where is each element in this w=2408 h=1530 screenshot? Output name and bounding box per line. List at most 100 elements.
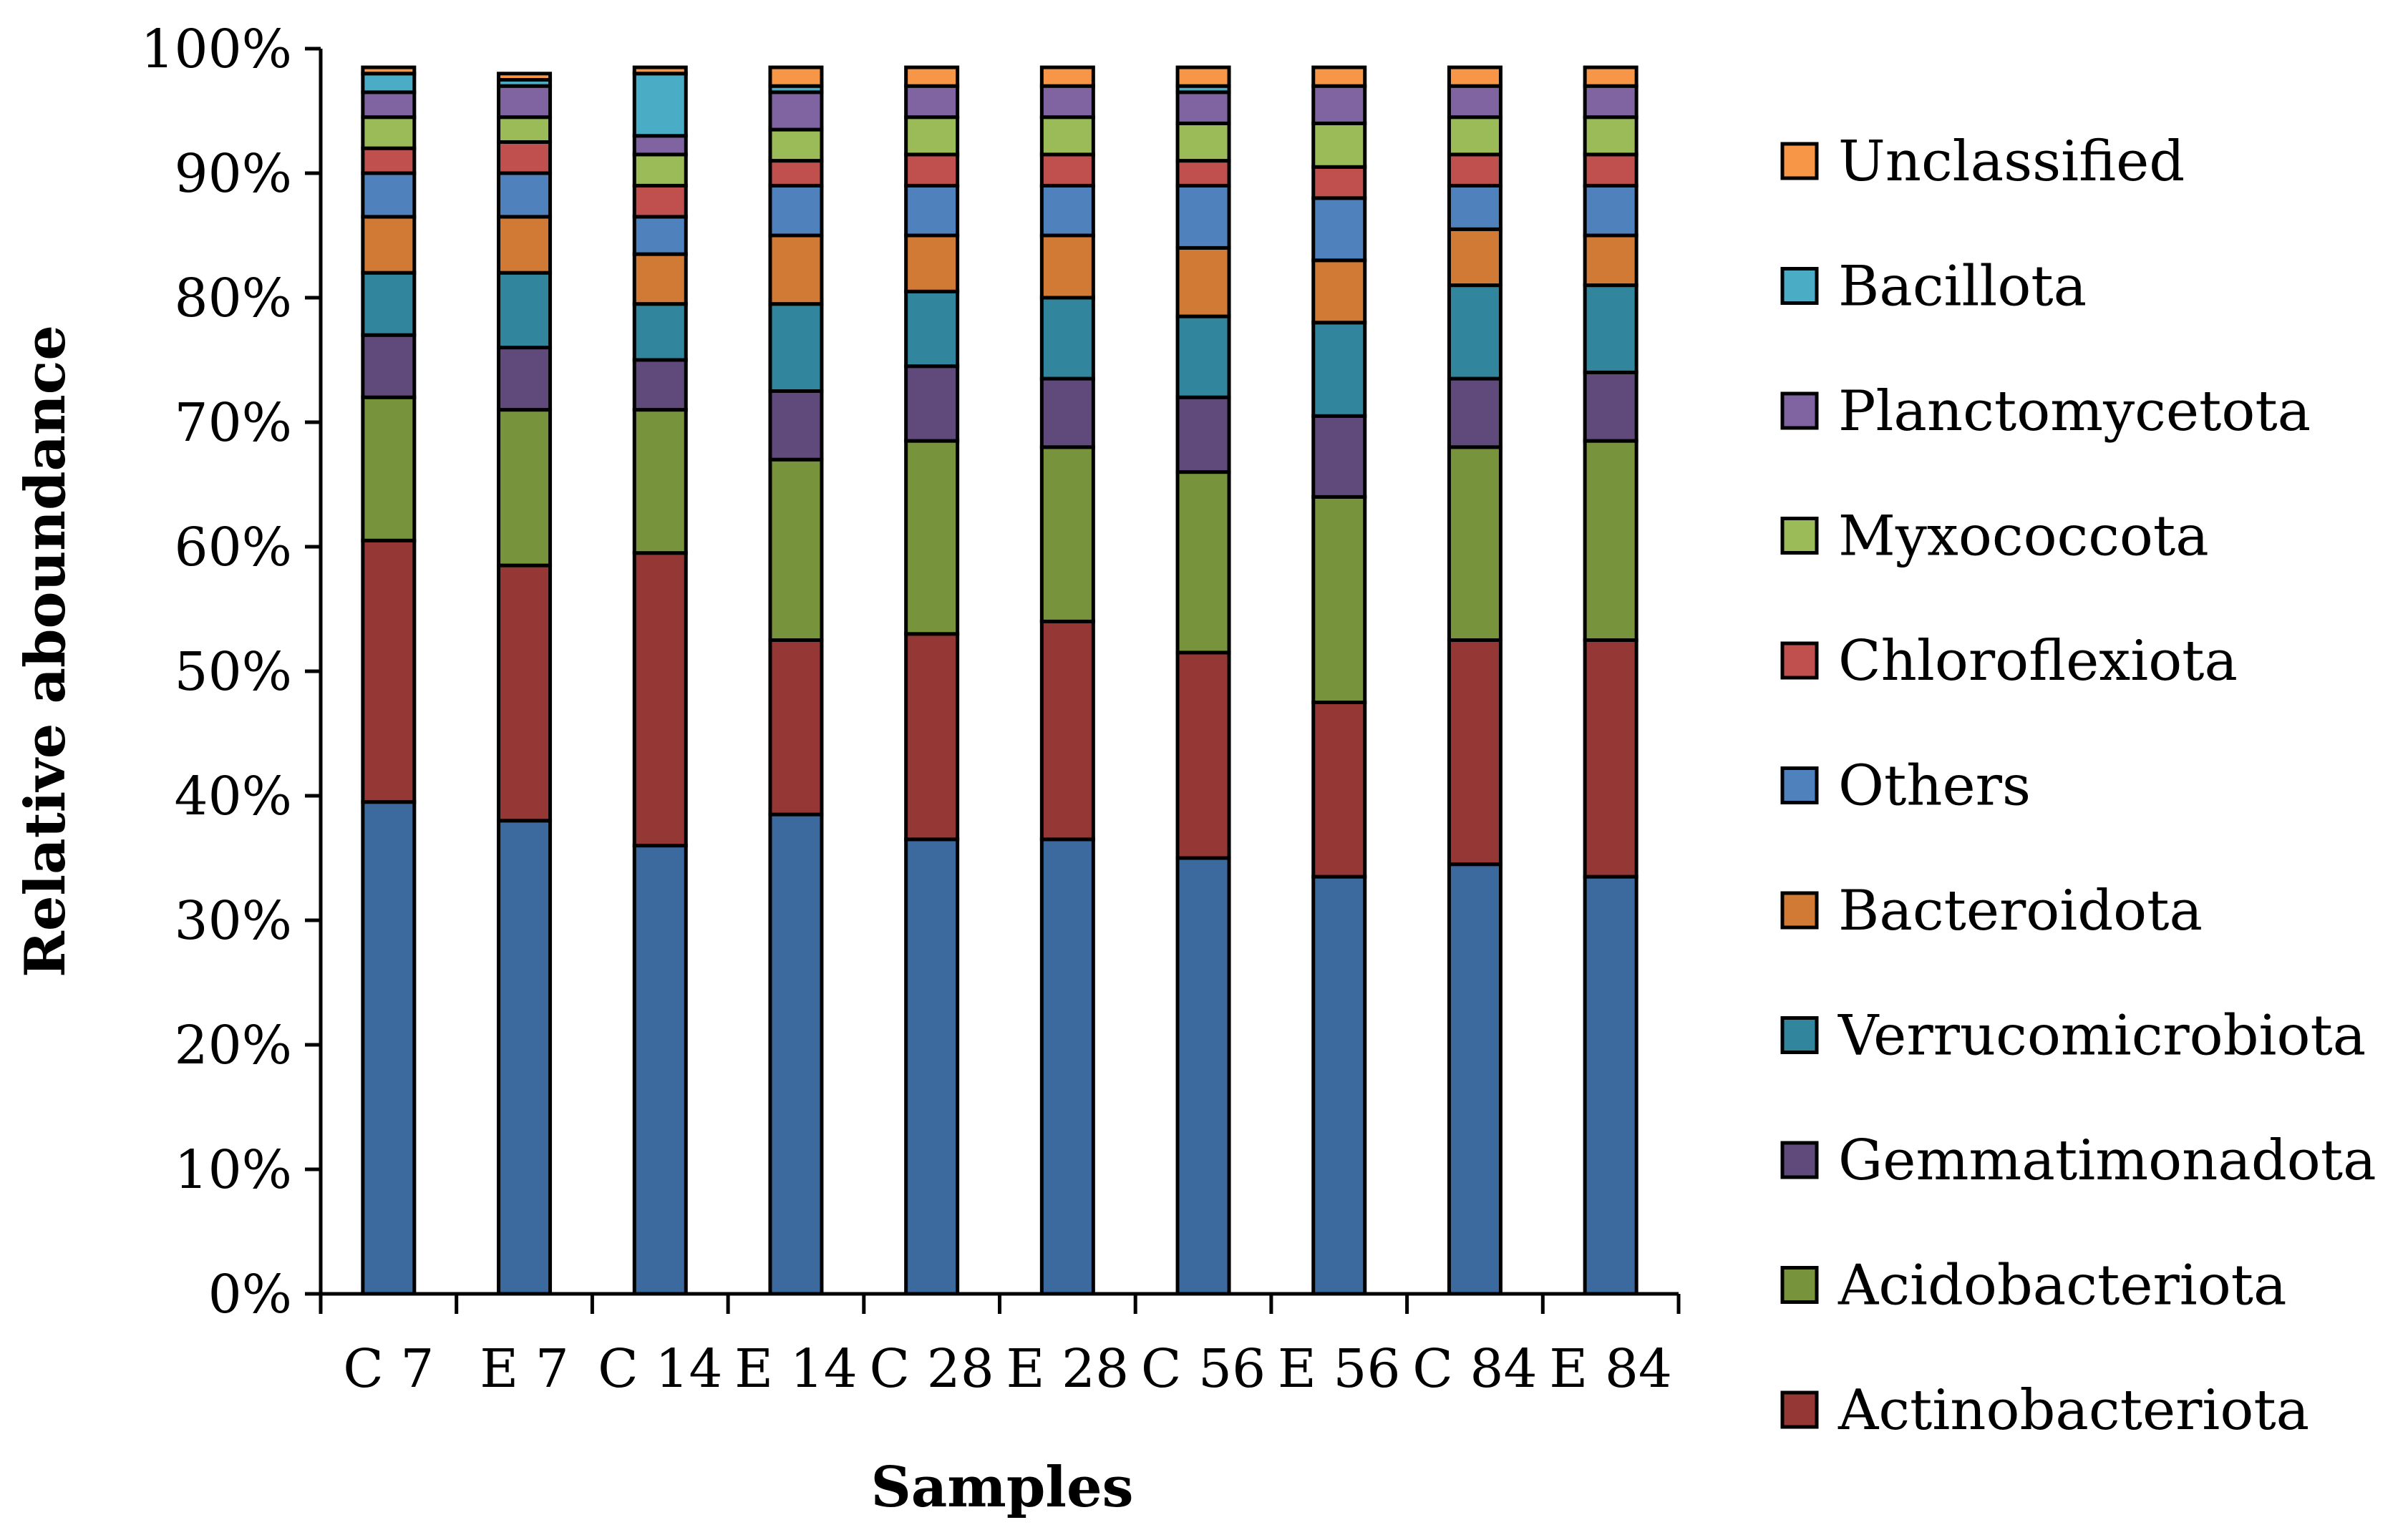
x-tick-label: C 56 [1141,1338,1266,1400]
bar-segment-bacteroidota [632,252,688,306]
x-tick-label: C 7 [343,1338,434,1400]
legend-swatch [1780,641,1819,680]
bar-segment-planctomycetota [1039,84,1095,120]
legend-label: Verrucomicrobiota [1837,1004,2366,1068]
bar-segment-verrucomicrobiota [904,289,960,369]
bar-segment-acidobacteriota [497,408,553,567]
bar-segment-verrucomicrobiota [1311,321,1367,418]
bar-segment-chloroflexiota [768,159,824,187]
bar-segment-chloroflexiota [1583,152,1638,187]
bar-segment-acidobacteriota [1583,439,1638,642]
bar-segment-planctomycetota [361,90,417,120]
bar-segment-others [1039,183,1095,238]
bar-segment-chloroflexiota [497,140,553,175]
bar-segment-verrucomicrobiota [361,271,417,337]
bar-segment-gemmatimonadota [904,364,960,443]
bar-segment-planctomycetota [1447,84,1502,120]
bar-segment-verrucomicrobiota [632,302,688,362]
bar-segment-planctomycetota [497,84,553,120]
bar-segment-unclassified [904,65,960,88]
bar-segment-bacteroidota [361,215,417,275]
bar-segment-acidobacteriota-base [1175,856,1231,1296]
bar-segment-myxococcota [1175,121,1231,163]
bar-segment-actinobacteriota [1039,619,1095,842]
bar-segment-actinobacteriota [1447,638,1502,867]
x-tick-label: E 84 [1549,1338,1672,1400]
bar-segment-myxococcota [768,127,824,163]
x-tick-label: E 56 [1278,1338,1401,1400]
bar-segment-planctomycetota [1583,84,1638,120]
x-tick-label: E 28 [1006,1338,1129,1400]
bar-segment-acidobacteriota-base [497,819,553,1296]
bar-segment-unclassified [1039,65,1095,88]
bar-segment-chloroflexiota [361,146,417,175]
bar-segment-bacteroidota [904,233,960,293]
bar-segment-acidobacteriota-base [361,800,417,1296]
bar-segment-myxococcota [1311,121,1367,169]
bar-segment-acidobacteriota-base [1583,874,1638,1296]
bar-segment-verrucomicrobiota [1447,283,1502,381]
bar-segment-actinobacteriota [632,551,688,848]
legend-label: Acidobacteriota [1837,1254,2287,1318]
y-tick-label: 20% [175,1015,292,1076]
bar-segment-bacteroidota [768,233,824,306]
legend-label: Bacteroidota [1838,879,2203,943]
bar-segment-unclassified [768,65,824,88]
bar-segment-actinobacteriota [1311,701,1367,879]
bar-segment-actinobacteriota [361,538,417,804]
legend-label: Chloroflexiota [1838,629,2238,693]
bar-segment-gemmatimonadota [1175,395,1231,474]
bar-segment-others [1311,196,1367,263]
legend-swatch [1780,891,1819,930]
bar-segment-acidobacteriota [768,457,824,643]
bar-segment-acidobacteriota [1447,445,1502,642]
bar-segment-verrucomicrobiota [768,302,824,394]
bar-segment-myxococcota [632,152,688,187]
bar-segment-bacillota [361,72,417,94]
bar-segment-planctomycetota [1311,84,1367,125]
bar-segment-myxococcota [1039,115,1095,157]
legend-swatch [1780,1390,1819,1429]
bar-segment-gemmatimonadota [632,358,688,412]
legend-label: Planctomycetota [1838,379,2311,444]
bar-segment-bacteroidota [1175,245,1231,318]
legend-label: Gemmatimonadota [1838,1129,2377,1193]
bar-segment-bacteroidota [1583,233,1638,288]
legend-swatch [1780,766,1819,804]
bar-segment-myxococcota [904,115,960,157]
bar-segment-unclassified [361,65,417,76]
axes-group: C 7 E 7 C 14 E 14 C 28 E 28 C 56 E 56 C 84 E 84 0%… [140,19,1681,1400]
legend-label: Bacillota [1838,255,2087,319]
bar-segment-acidobacteriota-base [904,837,960,1296]
y-tick-label: 90% [175,143,292,205]
bar-segment-gemmatimonadota [1311,414,1367,499]
bar-segment-unclassified [497,72,553,82]
y-axis-title: Relative aboundance [13,325,78,978]
bar-segment-acidobacteriota [1311,494,1367,705]
bar-segment-planctomycetota [632,134,688,157]
bar-segment-myxococcota [361,115,417,150]
legend-label: Unclassified [1838,130,2185,194]
bar-segment-chloroflexiota [1311,165,1367,200]
x-tick-label: E 7 [480,1338,569,1400]
bar-segment-unclassified [1447,65,1502,88]
bar-segment-gemmatimonadota [361,333,417,399]
bar-segment-gemmatimonadota [1447,376,1502,449]
bar-segment-actinobacteriota [497,563,553,823]
legend-swatch [1780,267,1819,305]
bar-segment-bacillota [632,72,688,138]
bar-segment-others [768,183,824,238]
legend-label: Others [1838,754,2031,819]
bar-segment-unclassified [1583,65,1638,88]
bar-segment-verrucomicrobiota [1583,283,1638,374]
bar-segment-others [361,171,417,219]
x-axis-title: Samples [870,1455,1133,1520]
legend-swatch [1780,391,1819,430]
bar-segment-bacteroidota [1039,233,1095,300]
bar-segment-others [904,183,960,238]
bar-segment-planctomycetota [904,84,960,120]
bar-segment-gemmatimonadota [497,346,553,412]
legend: Unclassified Bacillota Planctomycetota Myxo… [1780,130,2377,1443]
bar-segment-unclassified [1311,65,1367,88]
